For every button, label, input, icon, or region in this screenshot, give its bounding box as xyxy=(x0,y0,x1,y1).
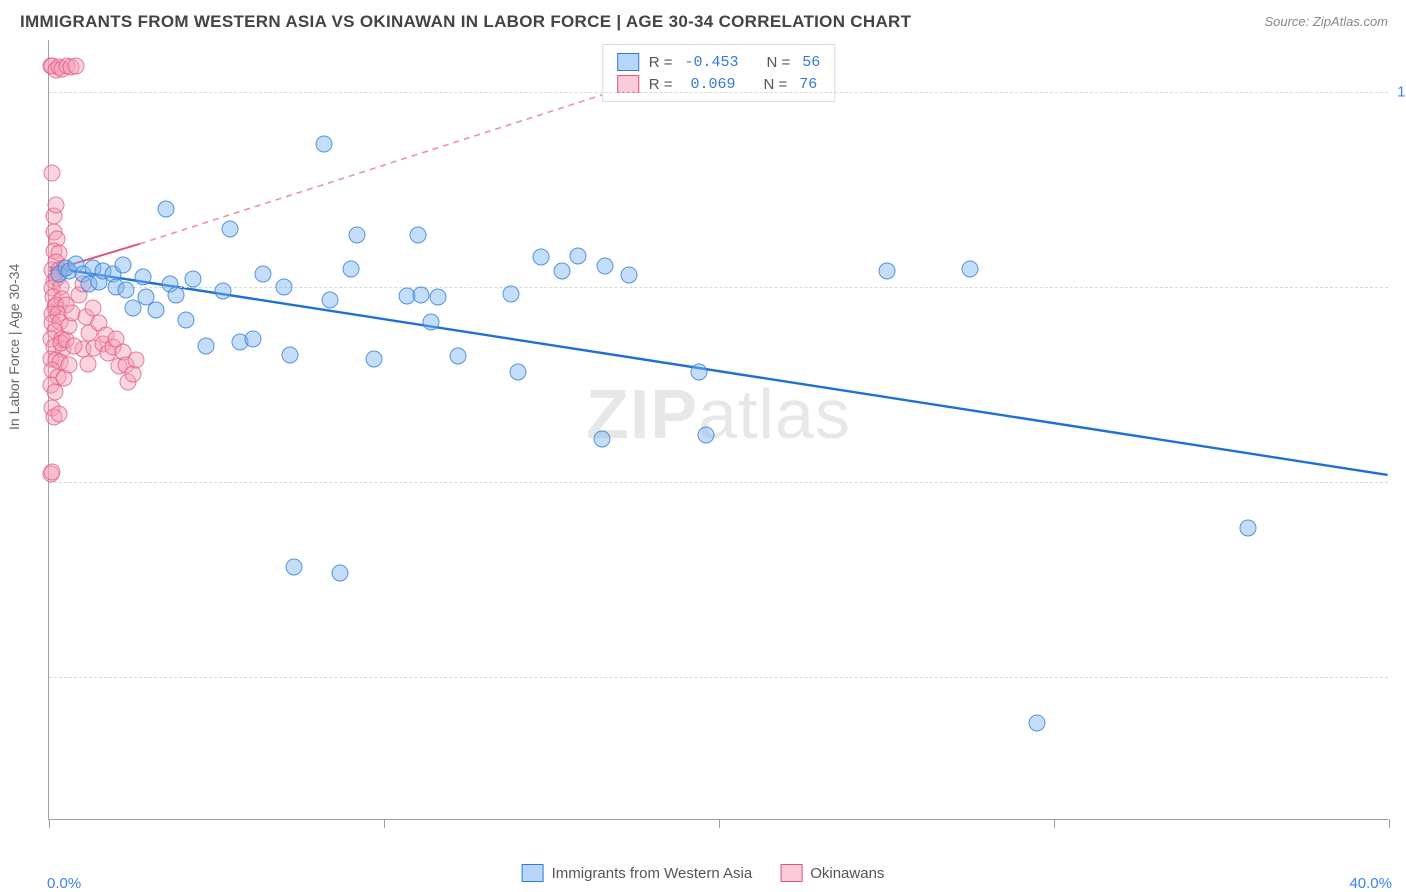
data-point xyxy=(67,58,84,75)
data-point xyxy=(245,331,262,348)
data-point xyxy=(158,201,175,218)
correlation-legend: R = -0.453 N = 56 R = 0.069 N = 76 xyxy=(602,44,836,102)
r-value-pink: 0.069 xyxy=(684,76,735,93)
data-point xyxy=(178,311,195,328)
data-point xyxy=(570,247,587,264)
legend-entry-pink: Okinawans xyxy=(780,864,884,882)
n-label: N = xyxy=(767,54,791,71)
data-point xyxy=(1029,714,1046,731)
swatch-pink-icon xyxy=(780,864,802,882)
grid-line xyxy=(49,677,1388,678)
source-label: Source: ZipAtlas.com xyxy=(1264,14,1388,29)
plot-area: ZIPatlas R = -0.453 N = 56 R = 0.069 N =… xyxy=(48,40,1388,820)
data-point xyxy=(962,260,979,277)
y-axis-label: In Labor Force | Age 30-34 xyxy=(6,264,22,430)
legend-label-blue: Immigrants from Western Asia xyxy=(552,865,753,882)
data-point xyxy=(690,363,707,380)
data-point xyxy=(185,271,202,288)
x-tick xyxy=(719,819,720,828)
data-point xyxy=(510,363,527,380)
data-point xyxy=(332,565,349,582)
x-tick xyxy=(49,819,50,828)
data-point xyxy=(553,263,570,280)
data-point xyxy=(215,282,232,299)
data-point xyxy=(315,136,332,153)
r-value-blue: -0.453 xyxy=(684,54,738,71)
data-point xyxy=(118,281,135,298)
data-point xyxy=(878,263,895,280)
x-tick-min: 0.0% xyxy=(47,875,81,892)
data-point xyxy=(593,431,610,448)
data-point xyxy=(51,406,68,423)
legend-row-blue: R = -0.453 N = 56 xyxy=(617,51,821,73)
data-point xyxy=(61,357,78,374)
y-tick-label: 100.0% xyxy=(1397,84,1406,101)
data-point xyxy=(449,347,466,364)
data-point xyxy=(409,227,426,244)
data-point xyxy=(282,346,299,363)
data-point xyxy=(198,337,215,354)
data-point xyxy=(43,463,60,480)
data-point xyxy=(84,299,101,316)
grid-line xyxy=(49,482,1388,483)
data-point xyxy=(128,351,145,368)
swatch-pink-icon xyxy=(617,75,639,93)
x-tick xyxy=(384,819,385,828)
data-point xyxy=(533,249,550,266)
chart-title: IMMIGRANTS FROM WESTERN ASIA VS OKINAWAN… xyxy=(20,12,911,32)
data-point xyxy=(168,286,185,303)
data-point xyxy=(134,268,151,285)
data-point xyxy=(429,289,446,306)
grid-line xyxy=(49,92,1388,93)
data-point xyxy=(412,286,429,303)
watermark-light: atlas xyxy=(698,375,851,453)
data-point xyxy=(365,350,382,367)
data-point xyxy=(620,267,637,284)
data-point xyxy=(349,227,366,244)
data-point xyxy=(124,366,141,383)
data-point xyxy=(285,558,302,575)
data-point xyxy=(114,256,131,273)
data-point xyxy=(422,314,439,331)
watermark: ZIPatlas xyxy=(586,374,851,454)
data-point xyxy=(47,384,64,401)
data-point xyxy=(697,427,714,444)
r-label: R = xyxy=(649,76,673,93)
x-tick xyxy=(1054,819,1055,828)
data-point xyxy=(44,164,61,181)
data-point xyxy=(597,258,614,275)
r-label: R = xyxy=(649,54,673,71)
data-point xyxy=(79,355,96,372)
legend-entry-blue: Immigrants from Western Asia xyxy=(522,864,753,882)
data-point xyxy=(342,260,359,277)
series-legend: Immigrants from Western Asia Okinawans xyxy=(522,864,885,882)
data-point xyxy=(503,285,520,302)
swatch-blue-icon xyxy=(522,864,544,882)
n-value-pink: 76 xyxy=(799,76,817,93)
data-point xyxy=(1240,519,1257,536)
swatch-blue-icon xyxy=(617,53,639,71)
legend-label-pink: Okinawans xyxy=(810,865,884,882)
data-point xyxy=(275,279,292,296)
n-value-blue: 56 xyxy=(802,54,820,71)
data-point xyxy=(221,220,238,237)
data-point xyxy=(66,337,83,354)
data-point xyxy=(255,266,272,283)
n-label: N = xyxy=(764,76,788,93)
grid-line xyxy=(49,287,1388,288)
data-point xyxy=(47,197,64,214)
data-point xyxy=(322,292,339,309)
data-point xyxy=(148,302,165,319)
x-tick-max: 40.0% xyxy=(1349,875,1392,892)
x-tick xyxy=(1389,819,1390,828)
